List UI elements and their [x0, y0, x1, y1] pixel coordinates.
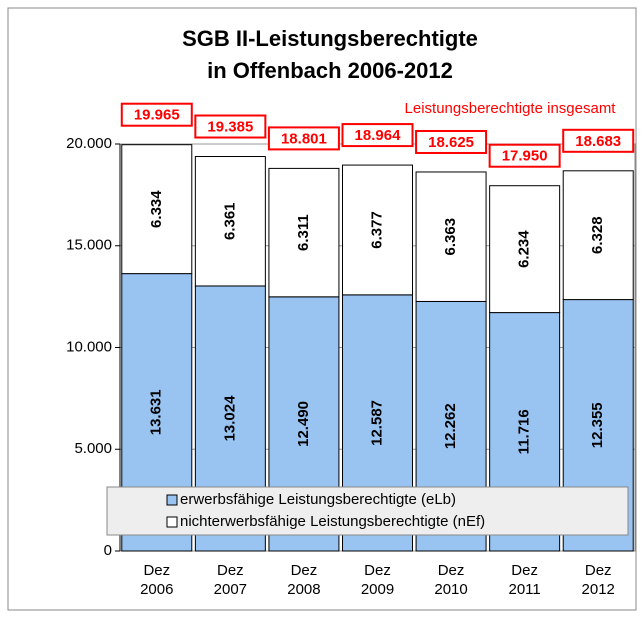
total-box: [562, 128, 635, 153]
total-label: 18.801: [281, 130, 327, 147]
bar-segment: [489, 185, 561, 314]
x-tick-line: 2007: [214, 581, 247, 598]
y-tick-label: 20.000: [66, 135, 112, 152]
value-label: 12.355: [589, 402, 606, 448]
value-label: 13.024: [221, 395, 238, 442]
total-label: 18.625: [428, 134, 474, 151]
total-label: 18.683: [575, 133, 621, 150]
legend-label: erwerbsfähige Leistungsberechtigte (eLb): [180, 491, 456, 508]
total-label: 17.950: [502, 148, 548, 165]
total-box: [194, 114, 267, 139]
value-label: 12.490: [295, 401, 312, 447]
x-tick-line: Dez: [291, 562, 318, 579]
x-tick-label: Dez 2006: [140, 562, 173, 598]
annotation: Leistungsberechtigte insgesamt: [405, 100, 617, 117]
x-tick-line: 2012: [582, 581, 615, 598]
y-tick-label: 0: [104, 542, 112, 559]
y-tick-label: 5.000: [74, 440, 112, 457]
chart-title: in Offenbach 2006-2012: [207, 58, 453, 83]
x-tick-line: 2006: [140, 581, 173, 598]
total-label: 19.965: [134, 107, 180, 124]
legend-label: nichterwerbsfähige Leistungsberechtigte …: [180, 513, 485, 530]
legend: [106, 486, 629, 536]
y-tick-label: 10.000: [66, 338, 112, 355]
value-label: 6.361: [221, 202, 238, 240]
bar-segment: [562, 170, 634, 301]
value-label: 6.363: [442, 218, 459, 256]
bar-segment: [121, 144, 193, 275]
value-label: 12.262: [442, 403, 459, 449]
x-tick-line: 2009: [361, 581, 394, 598]
x-tick-line: Dez: [438, 562, 465, 579]
total-label: 19.385: [207, 118, 253, 135]
chart-title: SGB II-Leistungsberechtigte: [182, 26, 478, 51]
x-tick-line: Dez: [585, 562, 612, 579]
y-tick-label: 15.000: [66, 237, 112, 254]
x-tick-label: Dez 2008: [287, 562, 320, 598]
x-tick-label: Dez 2007: [214, 562, 247, 598]
x-tick-line: 2008: [287, 581, 320, 598]
x-tick-label: Dez 2012: [582, 562, 615, 598]
legend-swatch: [166, 516, 178, 528]
x-tick-line: 2011: [509, 581, 541, 598]
x-tick-line: Dez: [511, 562, 538, 579]
legend-swatch: [166, 494, 178, 506]
value-label: 12.587: [368, 400, 385, 446]
bar-segment: [268, 167, 340, 298]
total-box: [341, 123, 414, 148]
x-tick-label: Dez 2010: [434, 562, 467, 598]
value-label: 13.631: [148, 389, 165, 435]
total-label: 18.964: [355, 127, 402, 144]
total-box: [415, 129, 488, 154]
value-label: 11.716: [516, 409, 533, 454]
bar-segment: [194, 156, 266, 287]
value-label: 6.234: [516, 230, 533, 268]
bar-segment: [342, 164, 413, 296]
x-tick-line: Dez: [143, 562, 170, 579]
bar-segment: [415, 171, 487, 302]
x-tick-line: 2010: [434, 581, 467, 598]
total-box: [488, 143, 561, 168]
x-tick-line: Dez: [364, 562, 391, 579]
total-box: [267, 126, 340, 151]
x-tick-line: Dez: [217, 562, 244, 579]
value-label: 6.334: [148, 190, 165, 228]
total-box: [120, 102, 193, 127]
value-label: 6.311: [295, 214, 312, 251]
x-tick-label: Dez 2011: [509, 562, 541, 598]
value-label: 6.377: [368, 211, 385, 249]
value-label: 6.328: [589, 216, 606, 254]
x-tick-label: Dez 2009: [361, 562, 394, 598]
